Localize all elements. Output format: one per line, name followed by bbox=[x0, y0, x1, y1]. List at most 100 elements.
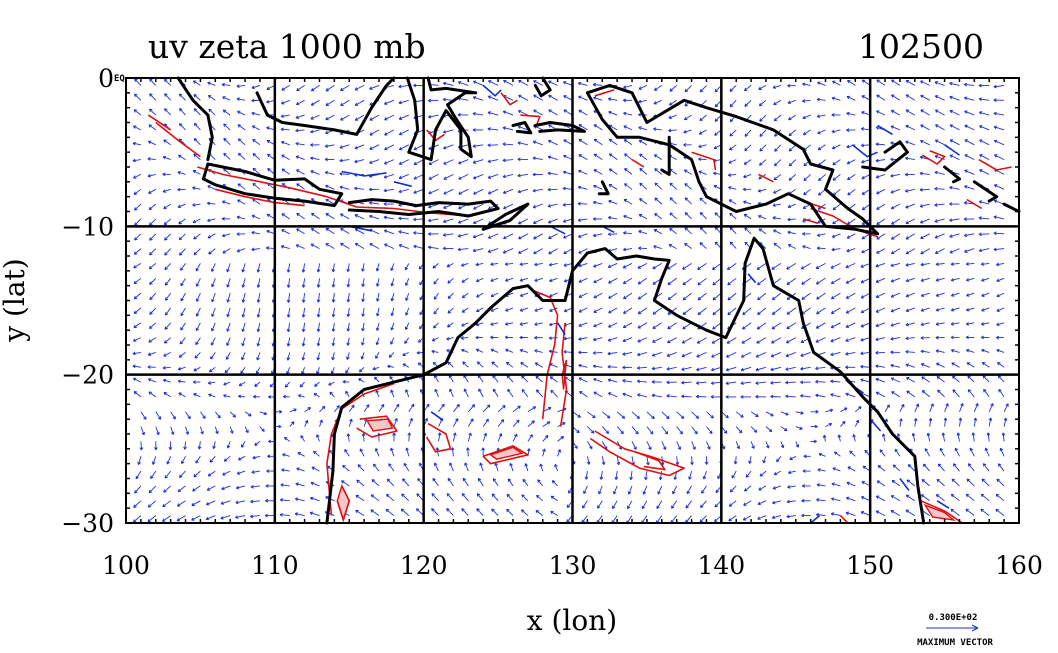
wind-vector bbox=[699, 197, 707, 205]
wind-vector bbox=[413, 188, 424, 194]
wind-vector bbox=[447, 277, 454, 284]
wind-vector bbox=[494, 462, 499, 472]
wind-vector bbox=[981, 322, 990, 326]
wind-vector bbox=[929, 403, 934, 412]
wind-vector bbox=[163, 203, 171, 210]
wind-vector bbox=[849, 450, 856, 457]
wind-vector bbox=[637, 322, 648, 329]
wind-vector bbox=[875, 510, 886, 517]
wind-vector bbox=[756, 263, 767, 270]
wind-vector bbox=[876, 203, 886, 210]
wind-vector bbox=[369, 129, 380, 136]
wind-vector bbox=[584, 471, 589, 480]
wind-vector bbox=[519, 262, 528, 267]
wind-vector bbox=[919, 187, 930, 192]
wind-vector bbox=[949, 109, 960, 116]
wind-vector bbox=[461, 348, 469, 353]
wind-vector bbox=[301, 293, 306, 303]
y-axis-label: y (lat) bbox=[0, 258, 31, 342]
wind-vector bbox=[413, 231, 424, 235]
wind-vector bbox=[765, 441, 770, 449]
wind-vector bbox=[631, 426, 639, 435]
wind-vector bbox=[133, 93, 142, 101]
wind-vector bbox=[845, 292, 856, 299]
wind-vector bbox=[325, 227, 335, 235]
wind-vector bbox=[830, 379, 841, 384]
wind-vector bbox=[296, 467, 305, 472]
wind-vector bbox=[432, 263, 439, 269]
wind-vector bbox=[475, 348, 484, 353]
wind-vector bbox=[891, 233, 901, 240]
wind-vector bbox=[132, 141, 141, 146]
wind-vector bbox=[890, 277, 901, 283]
wind-vector bbox=[612, 500, 618, 509]
wind-vector bbox=[548, 336, 558, 340]
wind-vector bbox=[637, 351, 648, 357]
wind-vector bbox=[964, 154, 975, 161]
wind-vector bbox=[296, 169, 305, 175]
wind-vector bbox=[149, 307, 157, 315]
wind-vector bbox=[656, 500, 663, 509]
wind-vector bbox=[281, 99, 290, 105]
wind-vector bbox=[154, 441, 158, 451]
wind-vector bbox=[236, 97, 246, 101]
wind-vector bbox=[623, 231, 633, 235]
wind-vector bbox=[920, 292, 930, 298]
wind-vector bbox=[622, 337, 633, 343]
wind-vector bbox=[404, 337, 410, 344]
wind-vector bbox=[447, 307, 454, 314]
wind-vector bbox=[682, 263, 692, 270]
time-label: 102500 bbox=[858, 27, 984, 66]
wind-vector bbox=[147, 157, 156, 161]
wind-vector bbox=[280, 483, 290, 487]
wind-vector bbox=[206, 201, 216, 206]
wind-vector bbox=[226, 441, 231, 449]
wind-vector bbox=[875, 350, 886, 355]
wind-vector bbox=[637, 307, 648, 315]
wind-vector bbox=[361, 433, 366, 442]
wind-vector bbox=[636, 379, 647, 384]
wind-vector bbox=[223, 123, 231, 131]
wind-vector bbox=[788, 174, 797, 181]
wind-vector bbox=[185, 426, 190, 435]
wind-vector bbox=[684, 212, 692, 220]
wind-vector bbox=[251, 470, 260, 474]
wind-vector bbox=[532, 188, 543, 193]
wind-vector bbox=[982, 463, 990, 472]
wind-vector bbox=[756, 277, 767, 286]
wind-vector bbox=[346, 322, 351, 332]
wind-vector bbox=[505, 307, 514, 312]
wind-vector bbox=[638, 126, 648, 131]
wind-vector bbox=[532, 156, 543, 161]
wind-vector bbox=[951, 362, 960, 368]
wind-vector bbox=[490, 262, 499, 267]
wind-vector bbox=[193, 393, 201, 398]
wind-vector bbox=[457, 233, 469, 238]
wind-vector bbox=[771, 263, 782, 270]
wind-vector bbox=[802, 129, 811, 136]
wind-vector bbox=[636, 366, 647, 370]
wind-vector bbox=[339, 144, 350, 149]
wind-vector bbox=[592, 200, 603, 205]
wind-vector bbox=[180, 278, 186, 287]
wind-vector bbox=[252, 153, 261, 160]
wind-vector bbox=[339, 158, 350, 163]
wind-vector bbox=[890, 188, 901, 194]
positive-contour bbox=[802, 218, 819, 225]
wind-vector bbox=[755, 366, 767, 372]
positive-contour bbox=[500, 92, 518, 106]
wind-vector bbox=[133, 125, 142, 131]
wind-vector bbox=[472, 144, 484, 148]
wind-vector bbox=[934, 95, 945, 101]
wind-vector bbox=[770, 351, 782, 358]
wind-vector bbox=[854, 419, 860, 427]
wind-vector bbox=[833, 451, 841, 457]
wind-vector bbox=[452, 432, 457, 442]
wind-vector bbox=[639, 182, 648, 190]
wind-vector bbox=[846, 111, 856, 116]
wind-vector bbox=[457, 81, 469, 86]
wind-vector bbox=[637, 277, 648, 285]
wind-vector bbox=[200, 411, 206, 419]
wind-vector bbox=[316, 337, 321, 347]
wind-vector bbox=[935, 292, 945, 297]
